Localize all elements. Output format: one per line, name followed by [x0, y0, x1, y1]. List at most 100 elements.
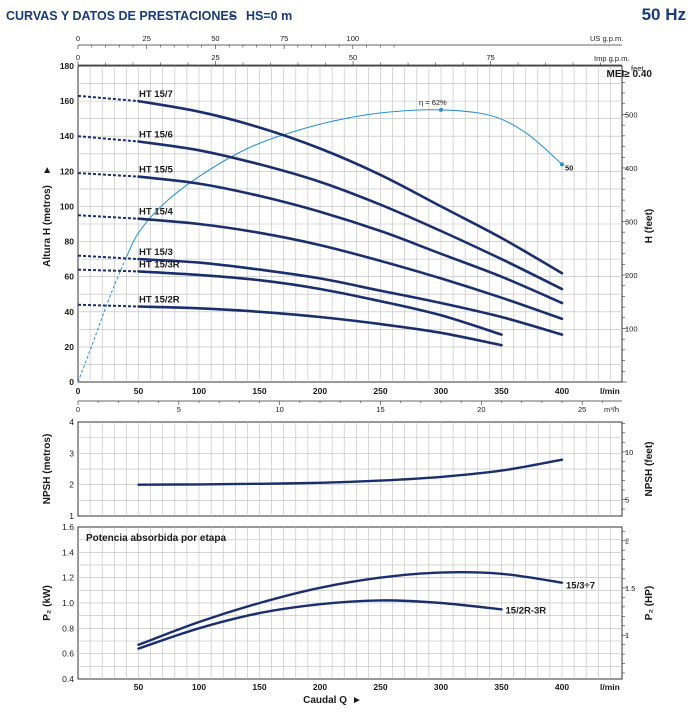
power-curve-0 [137, 571, 564, 646]
hp-tick-label: 2 [625, 537, 629, 546]
power-y-axis-label: P₂ (kW) [42, 585, 53, 621]
impgpm-tick-label: 0 [76, 53, 80, 62]
head-curve-dashed-3 [77, 214, 139, 220]
head-curve-dashed-6 [77, 303, 139, 308]
efficiency-label: η = 62% [419, 98, 447, 107]
m3h-tick-label: 15 [376, 405, 384, 414]
curve-label-ht-15-3: HT 15/3 [139, 247, 173, 258]
efficiency-end-marker [560, 162, 564, 167]
head-tick-label: 160 [60, 96, 74, 106]
efficiency-peak-marker [439, 107, 443, 112]
curve-label-ht-15-2r: HT 15/2R [139, 295, 180, 306]
head-tick-label: 140 [60, 131, 74, 141]
head-curve-0 [137, 99, 564, 275]
x-axis-label: Caudal Q [303, 695, 347, 706]
head-tick-label: 120 [60, 166, 74, 176]
lmin-tick-label-bottom: 200 [313, 682, 327, 692]
power-label-15-3-7: 15/3÷7 [566, 581, 595, 592]
power-label-15-2r-3r: 15/2R-3R [506, 605, 547, 616]
head-curve-dashed-0 [77, 94, 139, 103]
head-curve-2 [137, 175, 564, 305]
x-axis-arrow: ► [352, 695, 362, 706]
power-tick-label: 0.8 [62, 623, 74, 633]
npsh-tick-label: 3 [69, 448, 74, 458]
lmin-tick-label-bottom: 350 [494, 682, 508, 692]
head-curve-6 [137, 305, 503, 347]
lmin-tick-label: 300 [434, 386, 448, 396]
usgpm-tick-label: 25 [143, 34, 151, 43]
lmin-tick-label-bottom: 400 [555, 682, 569, 692]
impgpm-unit-label: Imp g.p.m. [594, 54, 629, 63]
feet-tick-label: 300 [625, 217, 638, 226]
head-tick-label: 40 [65, 307, 75, 317]
power-tick-label: 0.4 [62, 674, 74, 684]
lmin-tick-label: 400 [555, 386, 569, 396]
lmin-tick-label-bottom: 50 [134, 682, 144, 692]
npsh-tick-label: 1 [69, 511, 74, 521]
head-curve-dashed-2 [77, 172, 139, 178]
lmin-tick-label: 250 [373, 386, 387, 396]
impgpm-tick-label: 75 [486, 53, 494, 62]
curve-label-ht-15-3r: HT 15/3R [139, 259, 180, 270]
npsh-feet-tick-label: 10 [625, 448, 633, 457]
curve-label-ht-15-5: HT 15/5 [139, 165, 174, 176]
head-tick-label: 0 [69, 377, 74, 387]
suction-height-label: HS=0 m [246, 9, 292, 23]
head-right-axis-label: H (feet) [644, 209, 655, 243]
power-tick-label: 1.4 [62, 547, 74, 557]
head-tick-label: 180 [60, 61, 74, 71]
curve-label-ht-15-6: HT 15/6 [139, 129, 173, 140]
npsh-tick-label: 4 [69, 417, 74, 427]
efficiency-end-label: 50 [565, 163, 573, 172]
lmin-tick-label-bottom: 250 [373, 682, 387, 692]
head-curve-dashed-4 [77, 254, 139, 261]
usgpm-tick-label: 0 [76, 34, 80, 43]
lmin-tick-label-bottom: 300 [434, 682, 448, 692]
head-y-axis-arrow: ► [42, 165, 53, 175]
lmin-tick-label: 350 [494, 386, 508, 396]
usgpm-tick-label: 75 [280, 34, 288, 43]
feet-tick-label: 500 [625, 110, 638, 119]
npsh-curve [137, 458, 564, 486]
lmin-unit-label-bottom: l/min [600, 682, 620, 692]
head-curve-4 [137, 257, 564, 336]
m3h-tick-label: 20 [477, 405, 485, 414]
impgpm-tick-label: 25 [211, 53, 219, 62]
feet-unit-label: feet [631, 64, 644, 73]
head-curve-dashed-5 [77, 268, 139, 273]
lmin-tick-label: 150 [252, 386, 266, 396]
head-curve-5 [137, 270, 503, 336]
m3h-tick-label: 5 [177, 405, 181, 414]
feet-tick-label: 200 [625, 271, 638, 280]
head-tick-label: 100 [60, 201, 74, 211]
power-tick-label: 1.2 [62, 573, 74, 583]
power-panel-title: Potencia absorbida por etapa [86, 533, 226, 544]
mei-annotation: MEI≥ 0.40 [606, 69, 652, 80]
head-y-axis-label: Altura H (metros) [42, 185, 53, 267]
npsh-feet-tick-label: 5 [625, 496, 629, 505]
hp-tick-label: 1 [625, 631, 629, 640]
grid-layer [78, 66, 622, 679]
impgpm-tick-label: 50 [349, 53, 357, 62]
curve-label-ht-15-4: HT 15/4 [139, 207, 174, 218]
power-tick-label: 1.0 [62, 598, 74, 608]
npsh-y-axis-label: NPSH (metros) [42, 434, 53, 505]
lmin-tick-label: 50 [134, 386, 144, 396]
npsh-right-axis-label: NPSH (feet) [644, 441, 655, 496]
frequency-label: 50 Hz [642, 5, 686, 24]
feet-tick-label: 400 [625, 164, 638, 173]
title-dash: – [229, 9, 236, 23]
lmin-tick-label: 200 [313, 386, 327, 396]
usgpm-tick-label: 100 [347, 34, 360, 43]
curve-label-ht-15-7: HT 15/7 [139, 89, 173, 100]
head-tick-label: 80 [65, 237, 75, 247]
efficiency-curve [125, 109, 563, 258]
npsh-tick-label: 2 [69, 480, 74, 490]
lmin-unit-label: l/min [600, 386, 620, 396]
lmin-tick-label: 100 [192, 386, 206, 396]
hp-tick-label: 1.5 [625, 584, 635, 593]
power-curve-1 [137, 599, 503, 650]
lmin-tick-label-bottom: 100 [192, 682, 206, 692]
